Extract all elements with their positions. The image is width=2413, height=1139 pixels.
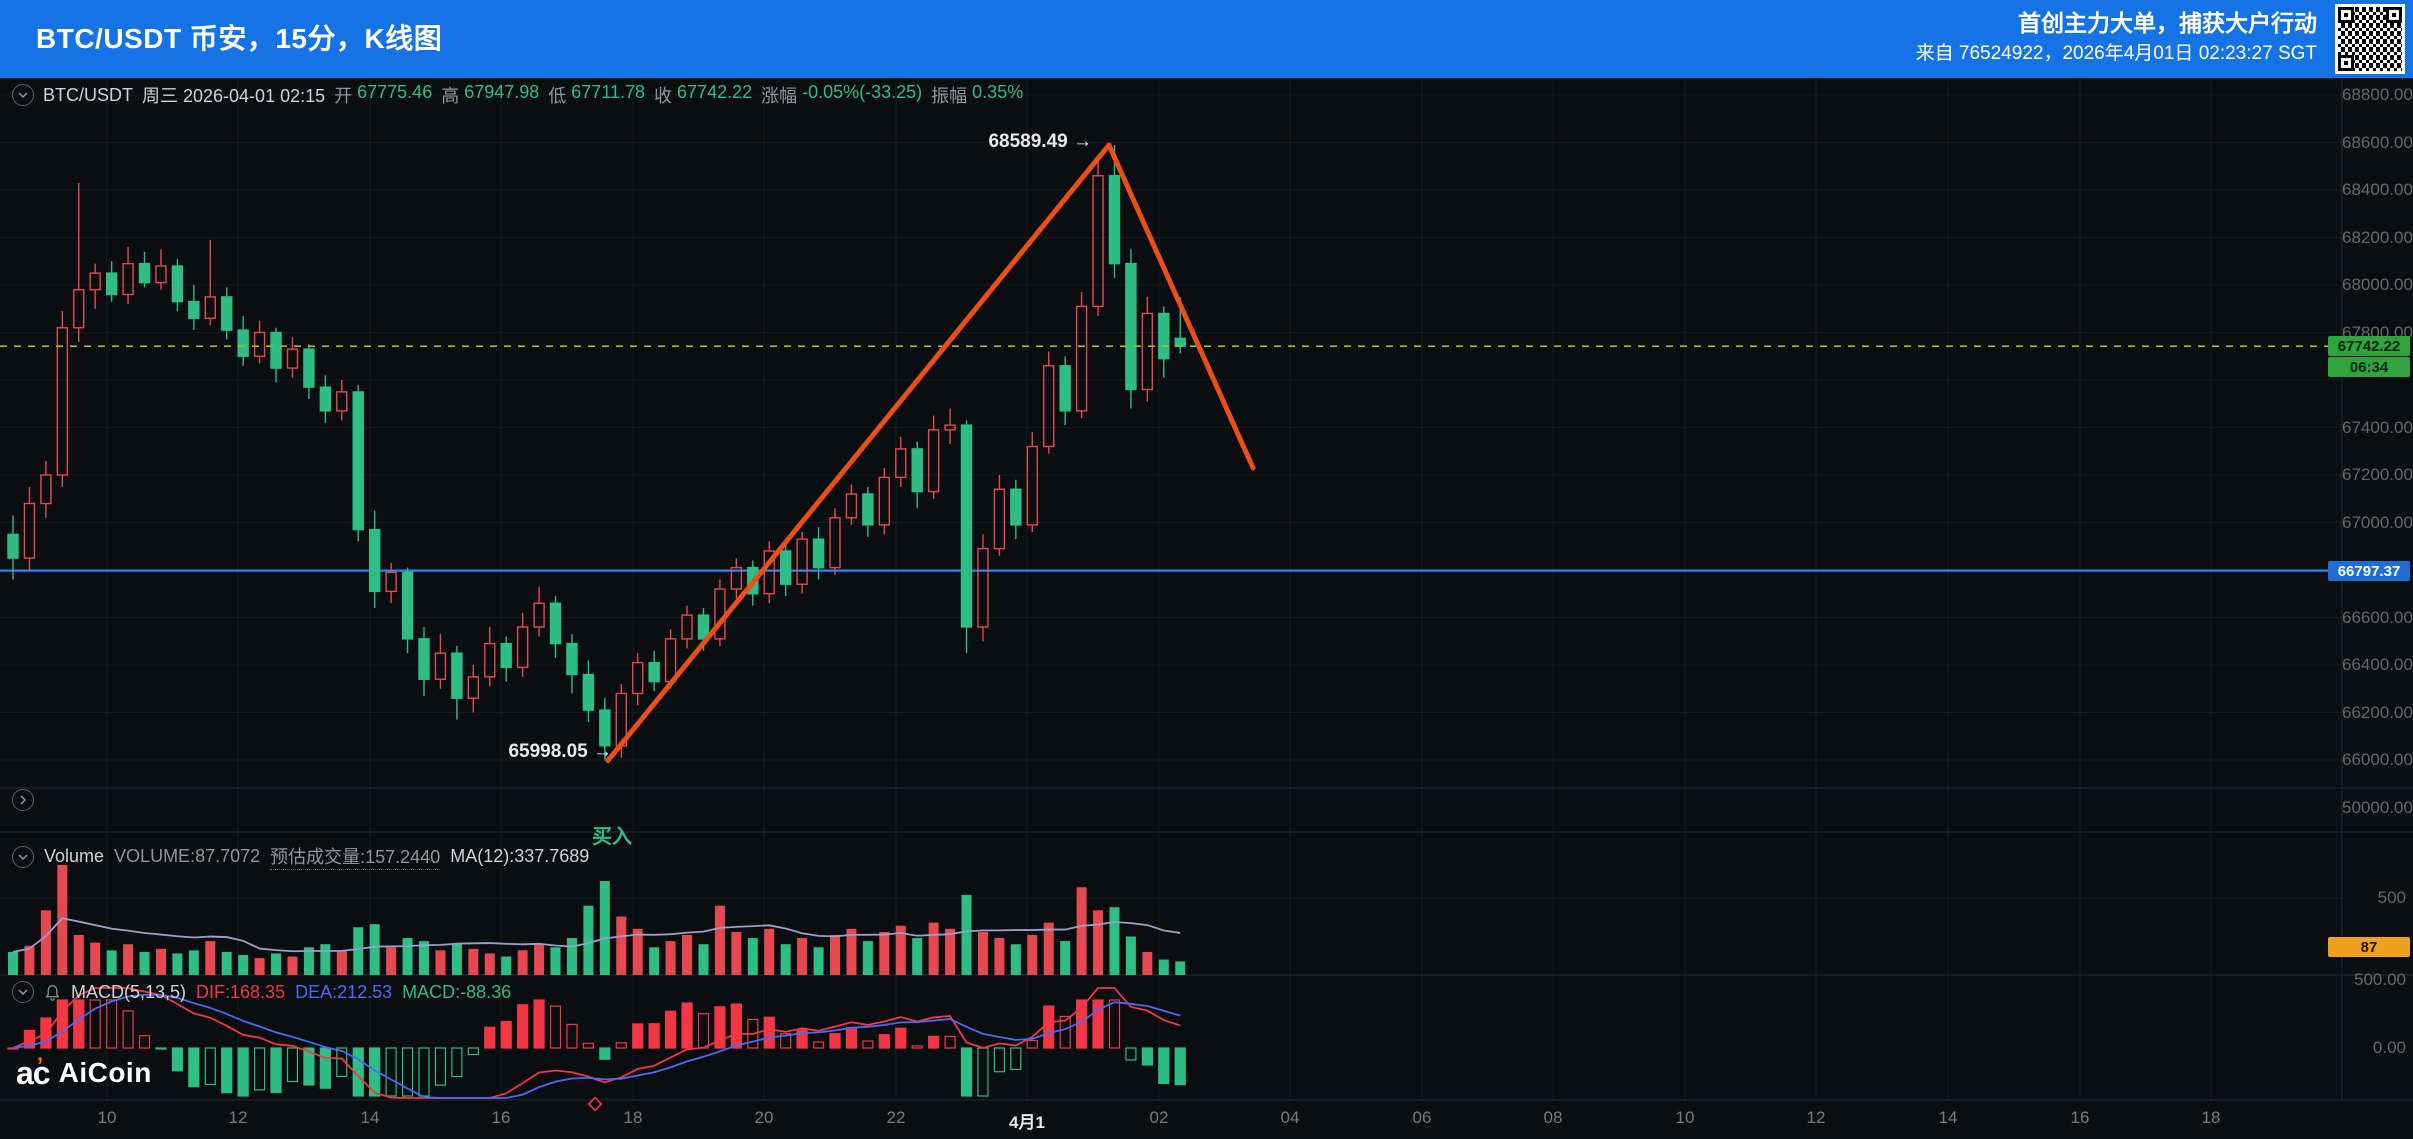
- grid-lines: [0, 77, 2413, 1101]
- qr-code: [2335, 4, 2405, 74]
- volume-series: [8, 864, 1186, 975]
- price-axis-label: 66600.00: [2342, 608, 2413, 627]
- time-axis-label: 14: [1938, 1108, 1958, 1127]
- volume-indicator-name[interactable]: Volume: [44, 846, 105, 866]
- high-value: 67947.98: [464, 82, 540, 102]
- time-axis-label: 06: [1412, 1108, 1432, 1127]
- volume-ma-value: MA(12):337.7689: [450, 846, 590, 866]
- buy-signal-annotation: 买入: [592, 826, 632, 848]
- collapse-main-pane-icon[interactable]: [12, 84, 34, 106]
- open-label: 开: [334, 86, 353, 106]
- candle-countdown-badge: 06:34: [2328, 357, 2410, 377]
- ohlc-datetime: 周三 2026-04-01 02:15: [142, 86, 326, 106]
- price-axis-label: 67400.00: [2342, 418, 2413, 437]
- page-title: BTC/USDT 币安，15分，K线图: [36, 23, 443, 54]
- macd-dif-line: [12, 987, 1181, 1099]
- price-axis-label: 500.00: [2354, 970, 2406, 989]
- volume-pane-header: Volume VOLUME:87.7072 预估成交量:157.2440 MA(…: [12, 843, 589, 870]
- macd-dif-value: DIF:168.35: [196, 981, 286, 1002]
- ohlc-symbol[interactable]: BTC/USDT: [43, 84, 133, 105]
- current-volume-badge: 87: [2328, 937, 2410, 957]
- ohlc-info-bar: BTC/USDT 周三 2026-04-01 02:15 开 67775.46 高…: [12, 82, 1023, 108]
- promo-title: 首创主力大单，捕获大户行动: [2018, 10, 2317, 36]
- price-axis-label: 67000.00: [2342, 513, 2413, 532]
- swing-high-annotation: 68589.49 →: [988, 131, 1092, 152]
- time-axis-label: 22: [886, 1108, 906, 1127]
- price-axis-label: 68800.00: [2342, 85, 2413, 104]
- price-axis-label: 68600.00: [2342, 133, 2413, 152]
- horizontal-line-price-badge[interactable]: 66797.37: [2328, 561, 2410, 581]
- macd-hist-value: MACD:-88.36: [402, 981, 512, 1002]
- buy-signal-axis-marker: [587, 1096, 603, 1112]
- volume-current-value: VOLUME:87.7072: [114, 846, 261, 866]
- promo-block: 首创主力大单，捕获大户行动 来自 76524922，2026年4月01日 02:…: [1916, 8, 2317, 69]
- time-axis-label: 10: [97, 1108, 117, 1127]
- swing-low-annotation: 65998.05 →: [508, 741, 612, 762]
- price-axis-label: 67200.00: [2342, 465, 2413, 484]
- amplitude-label: 振幅: [931, 86, 968, 106]
- time-axis-label: 12: [1806, 1108, 1826, 1127]
- time-axis-label: 18: [2201, 1108, 2221, 1127]
- time-axis-label: 04: [1280, 1108, 1300, 1127]
- open-value: 67775.46: [357, 82, 433, 102]
- trend-line[interactable]: [605, 142, 1256, 763]
- time-axis-label: 08: [1543, 1108, 1563, 1127]
- time-axis-label: 16: [491, 1108, 511, 1127]
- low-value: 67711.78: [571, 82, 646, 102]
- price-axis-label: 500: [2377, 888, 2406, 907]
- collapse-volume-pane-icon[interactable]: [12, 845, 34, 868]
- expand-hidden-pane-icon[interactable]: [12, 789, 34, 811]
- time-axis-label: 10: [1675, 1108, 1695, 1127]
- time-axis-label: 02: [1149, 1108, 1169, 1127]
- promo-source: 来自 76524922，2026年4月01日 02:23:27 SGT: [1915, 43, 2317, 64]
- last-price-badge: 67742.22: [2328, 336, 2410, 356]
- macd-histogram: [7, 999, 1186, 1097]
- change-label: 涨幅: [761, 86, 798, 106]
- price-axis-label: 68000.00: [2342, 275, 2413, 294]
- price-axis-label: 66200.00: [2342, 703, 2413, 722]
- macd-dea-line: [12, 993, 1181, 1099]
- price-axis-label: 68200.00: [2342, 228, 2413, 247]
- time-axis-label: 20: [754, 1108, 774, 1127]
- close-value: 67742.22: [677, 82, 753, 102]
- macd-pane-header: MACD(5,13,5) DIF:168.35 DEA:212.53 MACD:…: [12, 981, 511, 1003]
- price-axis-label: 50000.00: [2342, 798, 2413, 817]
- high-label: 高: [441, 86, 460, 106]
- price-axis-label: 0.00: [2372, 1038, 2406, 1057]
- macd-indicator-name[interactable]: MACD(5,13,5): [71, 981, 187, 1002]
- price-axis-label: 68400.00: [2342, 180, 2413, 199]
- price-axis-label: 66400.00: [2342, 655, 2413, 674]
- time-axis-label: 14: [360, 1108, 380, 1127]
- macd-dea-value: DEA:212.53: [295, 981, 393, 1002]
- volume-ma-line: [12, 917, 1181, 953]
- time-axis-label: 16: [2070, 1108, 2090, 1127]
- alert-bell-icon[interactable]: [44, 984, 61, 1001]
- aicoin-logo-text: AiCoin: [58, 1057, 152, 1088]
- collapse-macd-pane-icon[interactable]: [12, 981, 34, 1003]
- candlestick-series: [7, 144, 1186, 761]
- volume-estimate-value: 预估成交量:157.2440: [270, 843, 441, 870]
- time-axis-label: 4月1: [1009, 1113, 1045, 1132]
- close-label: 收: [654, 86, 673, 106]
- aicoin-watermark: ac’ AiCoin: [16, 1053, 152, 1091]
- price-axis-label: 66000.00: [2342, 750, 2413, 769]
- time-axis-label: 18: [623, 1108, 643, 1127]
- low-label: 低: [548, 86, 567, 106]
- share-header: BTC/USDT 币安，15分，K线图 首创主力大单，捕获大户行动 来自 765…: [0, 0, 2413, 78]
- change-value: -0.05%(-33.25): [802, 82, 923, 102]
- time-axis-label: 12: [228, 1108, 248, 1127]
- aicoin-logo-icon: ac’: [16, 1053, 51, 1091]
- amplitude-value: 0.35%: [972, 82, 1024, 102]
